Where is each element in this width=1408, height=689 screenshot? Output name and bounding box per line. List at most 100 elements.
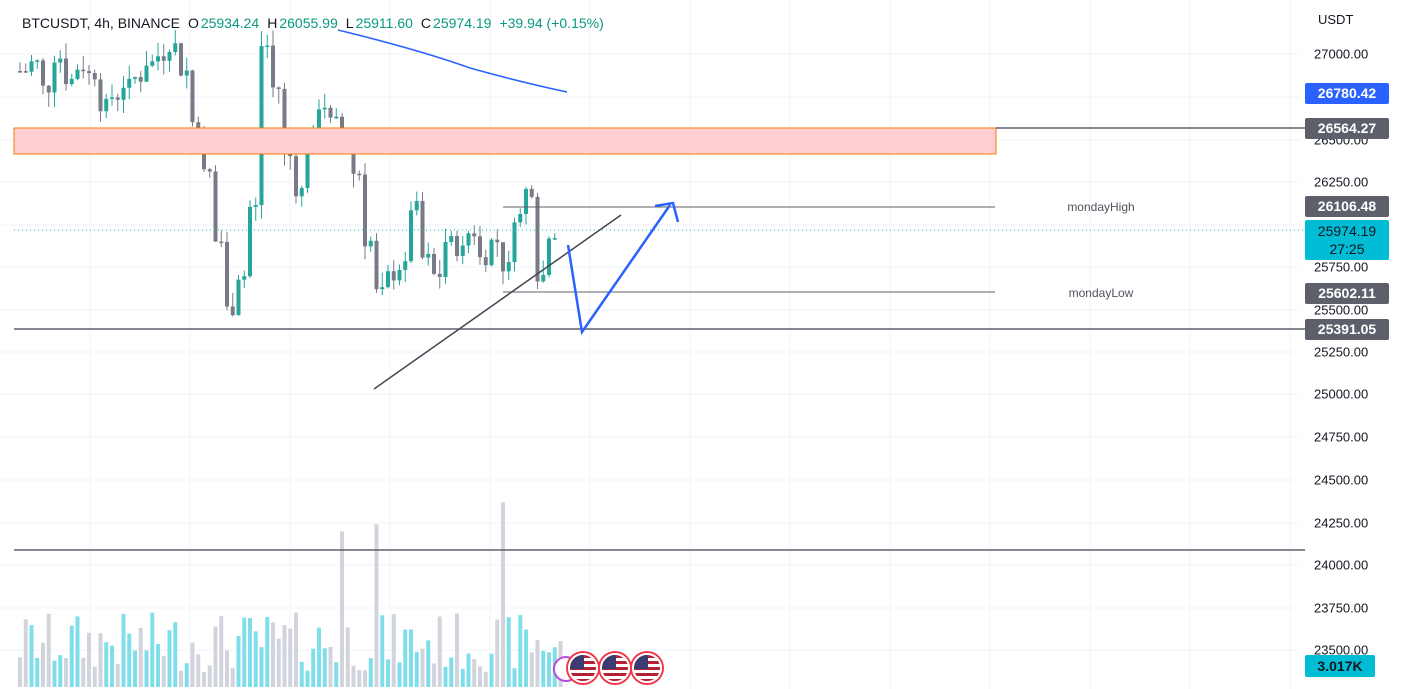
candle-body [260, 46, 264, 205]
volume-bar [99, 633, 103, 687]
candle-body [242, 276, 246, 279]
candle-body [386, 271, 390, 287]
candle-body [219, 242, 223, 244]
change-value: +39.94 (+0.15%) [499, 15, 603, 31]
volume-bar [380, 615, 384, 687]
candle-body [248, 207, 252, 276]
volume-bar [208, 665, 212, 687]
volume-bar [518, 615, 522, 687]
price-tick: 25000.00 [1314, 387, 1394, 402]
volume-bar [202, 672, 206, 687]
candle-body [127, 79, 131, 88]
symbol-label[interactable]: BTCUSDT, 4h, BINANCE [22, 15, 180, 31]
candle-body [507, 262, 511, 271]
candle-body [231, 306, 235, 315]
price-tick: 24750.00 [1314, 430, 1394, 445]
candle-body [254, 205, 258, 207]
candle-body [553, 238, 557, 240]
candle-body [392, 271, 396, 280]
resistance-price-tag: 26564.27 [1305, 118, 1389, 139]
volume-bar [375, 524, 379, 687]
candle-countdown: 27:25 [1305, 240, 1389, 258]
volume-bar [484, 672, 488, 687]
volume-bar [478, 666, 482, 687]
candle-body [329, 108, 333, 118]
volume-bar [467, 653, 471, 687]
candle-body [47, 86, 51, 93]
volume-bar [93, 667, 97, 687]
candle-body [409, 210, 413, 261]
candle-body [438, 274, 442, 277]
candle-body [380, 287, 384, 289]
candle-body [145, 66, 149, 82]
monday-high-label: mondayHigh [1067, 200, 1134, 214]
monday-high-price-tag: 26106.48 [1305, 196, 1389, 217]
us-flag-icon[interactable] [600, 653, 630, 683]
volume-bar [329, 647, 333, 687]
volume-bar [444, 667, 448, 687]
candle-body [208, 169, 212, 171]
candle-body [547, 238, 551, 274]
volume-bar [495, 620, 499, 687]
candle-body [277, 87, 281, 89]
candle-body [64, 59, 68, 85]
volume-bar [501, 502, 505, 687]
volume-bar [104, 642, 108, 687]
candle-body [363, 174, 367, 246]
close-label: C [421, 15, 431, 31]
volume-bar [461, 669, 465, 687]
candle-body [196, 122, 200, 128]
volume-bar [421, 649, 425, 687]
volume-bar [53, 661, 57, 687]
candle-body [334, 117, 338, 119]
volume-bar [260, 647, 264, 687]
monday-low-price-tag: 25602.11 [1305, 283, 1389, 304]
volume-bar [237, 636, 241, 687]
candle-body [133, 77, 137, 79]
candle-body [369, 241, 373, 247]
candle-body [524, 189, 528, 214]
volume-bar [271, 622, 275, 687]
candle-body [93, 73, 97, 79]
candle-body [536, 197, 540, 282]
volume-bar [242, 618, 246, 687]
open-value: 25934.24 [201, 15, 259, 31]
volume-bar [219, 616, 223, 687]
candle-body [104, 99, 108, 111]
candle-body [541, 275, 545, 281]
ma-price-tag: 26780.42 [1305, 83, 1389, 104]
volume-bar [110, 646, 114, 687]
candle-body [421, 201, 425, 258]
candle-body [24, 71, 28, 73]
candle-body [35, 60, 39, 62]
candle-body [30, 61, 34, 72]
candle-body [265, 46, 269, 48]
close-value: 25974.19 [433, 15, 491, 31]
volume-bar [87, 633, 91, 687]
high-label: H [267, 15, 277, 31]
volume-bar [185, 663, 189, 687]
volume-bar [490, 654, 494, 687]
us-flag-icon[interactable] [568, 653, 598, 683]
low-label: L [346, 15, 354, 31]
candle-body [403, 261, 407, 270]
candle-body [18, 71, 22, 73]
candle-body [449, 236, 453, 242]
candlesticks [18, 0, 561, 316]
volume-bar [41, 643, 45, 687]
volume-bar [334, 662, 338, 687]
candle-body [156, 56, 160, 61]
candle-body [179, 43, 183, 75]
us-flag-icon[interactable] [632, 653, 662, 683]
volume-bar [398, 662, 402, 687]
volume-bar [24, 619, 28, 687]
candle-body [168, 52, 172, 61]
candle-body [237, 280, 241, 316]
volume-bar [415, 652, 419, 687]
volume-bar [432, 664, 436, 687]
volume-bar [231, 668, 235, 687]
candle-body [518, 214, 522, 222]
price-tick: 24500.00 [1314, 473, 1394, 488]
